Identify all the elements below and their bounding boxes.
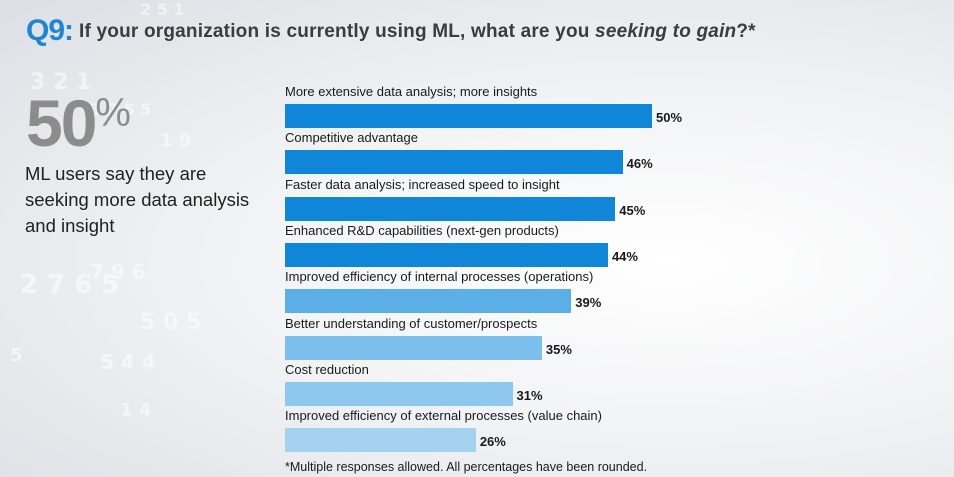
bar: [285, 242, 608, 267]
highlight-unit: %: [95, 91, 131, 135]
value-label: 46%: [626, 156, 653, 172]
question-number: Q9:: [26, 14, 74, 47]
bar-chart: More extensive data analysis; more insig…: [285, 82, 945, 454]
value-label: 44%: [611, 248, 638, 264]
category-label: Enhanced R&D capabilities (next-gen prod…: [285, 222, 559, 238]
highlight-value: 50: [26, 86, 97, 160]
value-label: 50%: [656, 110, 683, 125]
highlight-stat: 50%: [26, 90, 131, 156]
category-label: Competitive advantage: [285, 130, 418, 146]
value-label: 45%: [619, 202, 646, 218]
value-label: 31%: [516, 387, 543, 403]
bar: [285, 150, 623, 175]
bar-row: Enhanced R&D capabilities (next-gen prod…: [285, 221, 945, 267]
value-label: 26%: [479, 434, 506, 450]
bar: [285, 196, 616, 221]
value-label: 39%: [575, 295, 602, 311]
highlight-caption: ML users say they are seeking more data …: [25, 163, 250, 236]
bar-row: Competitive advantage 46%: [285, 128, 945, 175]
category-label: Improved efficiency of external processe…: [285, 408, 602, 424]
bar: [285, 335, 542, 360]
bar-row: Cost reduction 31%: [285, 360, 945, 406]
bar-row: Better understanding of customer/prospec…: [285, 314, 945, 360]
bar: [285, 104, 652, 128]
value-label: 35%: [545, 341, 572, 357]
bar-row: Faster data analysis; increased speed to…: [285, 175, 945, 221]
category-label: Cost reduction: [285, 361, 369, 377]
question-text-end: ?*: [736, 21, 756, 42]
category-label: Improved efficiency of internal processe…: [285, 269, 594, 285]
category-label: Better understanding of customer/prospec…: [285, 315, 538, 331]
bar: [285, 289, 572, 314]
question-heading: Q9: If your organization is currently usi…: [26, 14, 946, 48]
category-label: Faster data analysis; increased speed to…: [285, 176, 560, 192]
bar: [285, 381, 513, 406]
category-label: More extensive data analysis; more insig…: [285, 84, 538, 99]
footnote: *Multiple responses allowed. All percent…: [285, 460, 648, 474]
question-text-emphasis: seeking to gain: [595, 21, 737, 42]
bar: [285, 428, 476, 453]
bar-row: Improved efficiency of internal processe…: [285, 267, 945, 314]
bar-row: More extensive data analysis; more insig…: [285, 82, 945, 128]
question-text-start: If your organization is currently using …: [79, 21, 596, 42]
bar-row: Improved efficiency of external processe…: [285, 406, 945, 453]
